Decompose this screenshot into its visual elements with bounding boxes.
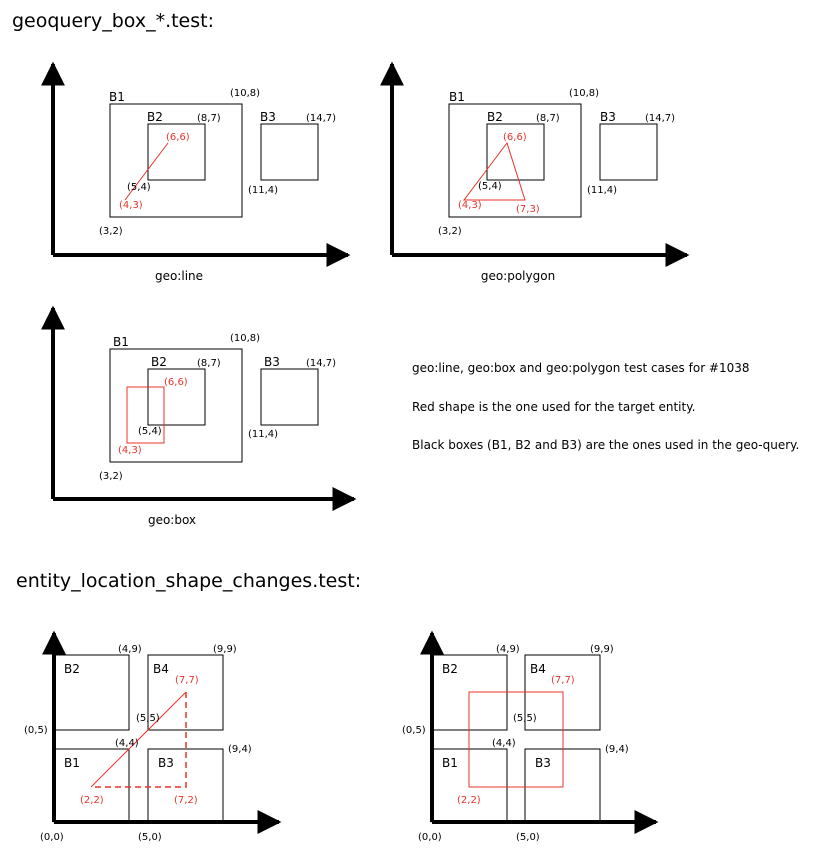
diagram-shape-change-box: B2 B4 B1 B3 (4,9) (9,9) (5,5) (0,5) (4,4… <box>402 630 659 843</box>
red-coord-4-3: (4,3) <box>458 200 482 211</box>
caption-geo-box: geo:box <box>148 513 196 527</box>
coord-3-2: (3,2) <box>438 226 462 237</box>
note-test-cases: geo:line, geo:box and geo:polygon test c… <box>412 361 750 375</box>
box-b1 <box>109 348 243 463</box>
red-line-shape <box>90 691 187 788</box>
diagram-geo-box: B1 B2 B3 (10,8) (8,7) (14,7) (5,4) (11,4… <box>41 305 357 527</box>
note-black-boxes: Black boxes (B1, B2 and B3) are the ones… <box>412 438 800 452</box>
label-b2: B2 <box>442 662 458 676</box>
coord-4-9: (4,9) <box>496 644 520 655</box>
label-b3: B3 <box>600 110 616 124</box>
coord-5-5: (5,5) <box>513 713 537 724</box>
label-b4: B4 <box>530 662 546 676</box>
coord-4-4: (4,4) <box>492 738 516 749</box>
red-box-shape <box>126 386 165 444</box>
coord-11-4: (11,4) <box>248 429 278 440</box>
label-b2: B2 <box>147 110 163 124</box>
note-red-shape: Red shape is the one used for the target… <box>412 400 696 414</box>
label-b1: B1 <box>442 756 458 770</box>
section-title-geoquery: geoquery_box_*.test: <box>12 10 214 32</box>
box-b1 <box>109 103 243 218</box>
box-b2 <box>486 123 545 181</box>
coord-5-4: (5,4) <box>127 182 151 193</box>
coord-5-4: (5,4) <box>138 426 162 437</box>
label-b3: B3 <box>264 355 280 369</box>
red-coord-2-2: (2,2) <box>80 795 104 806</box>
box-b3 <box>599 123 658 181</box>
coord-9-4: (9,4) <box>228 744 252 755</box>
caption-geo-line: geo:line <box>155 269 203 283</box>
label-b3: B3 <box>535 756 551 770</box>
coord-3-2: (3,2) <box>99 226 123 237</box>
label-b1: B1 <box>109 90 125 104</box>
red-line-shape <box>124 142 169 201</box>
coord-10-8: (10,8) <box>230 88 260 99</box>
coord-14-7: (14,7) <box>306 358 336 369</box>
red-coord-7-3: (7,3) <box>516 204 540 215</box>
coord-5-0: (5,0) <box>138 832 162 843</box>
coord-3-2: (3,2) <box>99 471 123 482</box>
coord-0-0: (0,0) <box>418 832 442 843</box>
diagram-geo-polygon: B1 B2 B3 (10,8) (8,7) (14,7) (5,4) (11,4… <box>380 61 690 283</box>
label-b1: B1 <box>64 756 80 770</box>
coord-4-9: (4,9) <box>118 644 142 655</box>
coord-11-4: (11,4) <box>248 185 278 196</box>
coord-10-8: (10,8) <box>569 88 599 99</box>
coord-9-9: (9,9) <box>590 644 614 655</box>
box-b3 <box>260 368 319 426</box>
diagram-geo-line: B1 B2 B3 (10,8) (8,7) (14,7) (5,4) (11,4… <box>41 61 351 283</box>
red-box-shape <box>468 691 564 788</box>
coord-8-7: (8,7) <box>197 113 221 124</box>
label-b1: B1 <box>113 335 129 349</box>
red-coord-4-3: (4,3) <box>119 200 143 211</box>
coord-0-0: (0,0) <box>40 832 64 843</box>
coord-5-4: (5,4) <box>478 181 502 192</box>
box-b4 <box>147 654 224 731</box>
red-coord-7-7: (7,7) <box>551 675 575 686</box>
coord-14-7: (14,7) <box>306 113 336 124</box>
red-coord-7-7: (7,7) <box>175 675 199 686</box>
box-b2 <box>53 654 130 731</box>
box-b3 <box>147 748 224 823</box>
caption-geo-polygon: geo:polygon <box>481 269 555 283</box>
box-b2 <box>147 123 206 181</box>
coord-8-7: (8,7) <box>197 358 221 369</box>
coord-11-4: (11,4) <box>587 185 617 196</box>
coord-10-8: (10,8) <box>230 333 260 344</box>
red-coord-2-2: (2,2) <box>457 795 481 806</box>
box-b1 <box>448 103 582 218</box>
label-b3: B3 <box>158 756 174 770</box>
label-b1: B1 <box>449 90 465 104</box>
coord-5-5: (5,5) <box>136 713 160 724</box>
coord-4-4: (4,4) <box>115 738 139 749</box>
label-b2: B2 <box>151 355 167 369</box>
red-coord-6-6: (6,6) <box>503 132 527 143</box>
red-coord-6-6: (6,6) <box>164 377 188 388</box>
section-title-entity-location: entity_location_shape_changes.test: <box>16 570 362 592</box>
label-b4: B4 <box>153 662 169 676</box>
red-coord-7-2: (7,2) <box>174 795 198 806</box>
label-b3: B3 <box>260 110 276 124</box>
red-coord-6-6: (6,6) <box>166 132 190 143</box>
box-b2 <box>147 368 206 426</box>
coord-0-5: (0,5) <box>402 725 426 736</box>
coord-0-5: (0,5) <box>24 725 48 736</box>
label-b2: B2 <box>487 110 503 124</box>
coord-9-4: (9,4) <box>605 744 629 755</box>
coord-5-0: (5,0) <box>516 832 540 843</box>
coord-14-7: (14,7) <box>645 113 675 124</box>
red-coord-4-3: (4,3) <box>118 445 142 456</box>
red-dashed-edges <box>91 692 187 788</box>
coord-9-9: (9,9) <box>213 644 237 655</box>
coord-8-7: (8,7) <box>536 113 560 124</box>
label-b2: B2 <box>64 662 80 676</box>
red-polygon-shape <box>462 141 526 201</box>
box-b3 <box>260 123 319 181</box>
diagram-shape-change-line: B2 B4 B1 B3 (4,9) (9,9) (5,5) (0,5) (4,4… <box>24 630 282 843</box>
